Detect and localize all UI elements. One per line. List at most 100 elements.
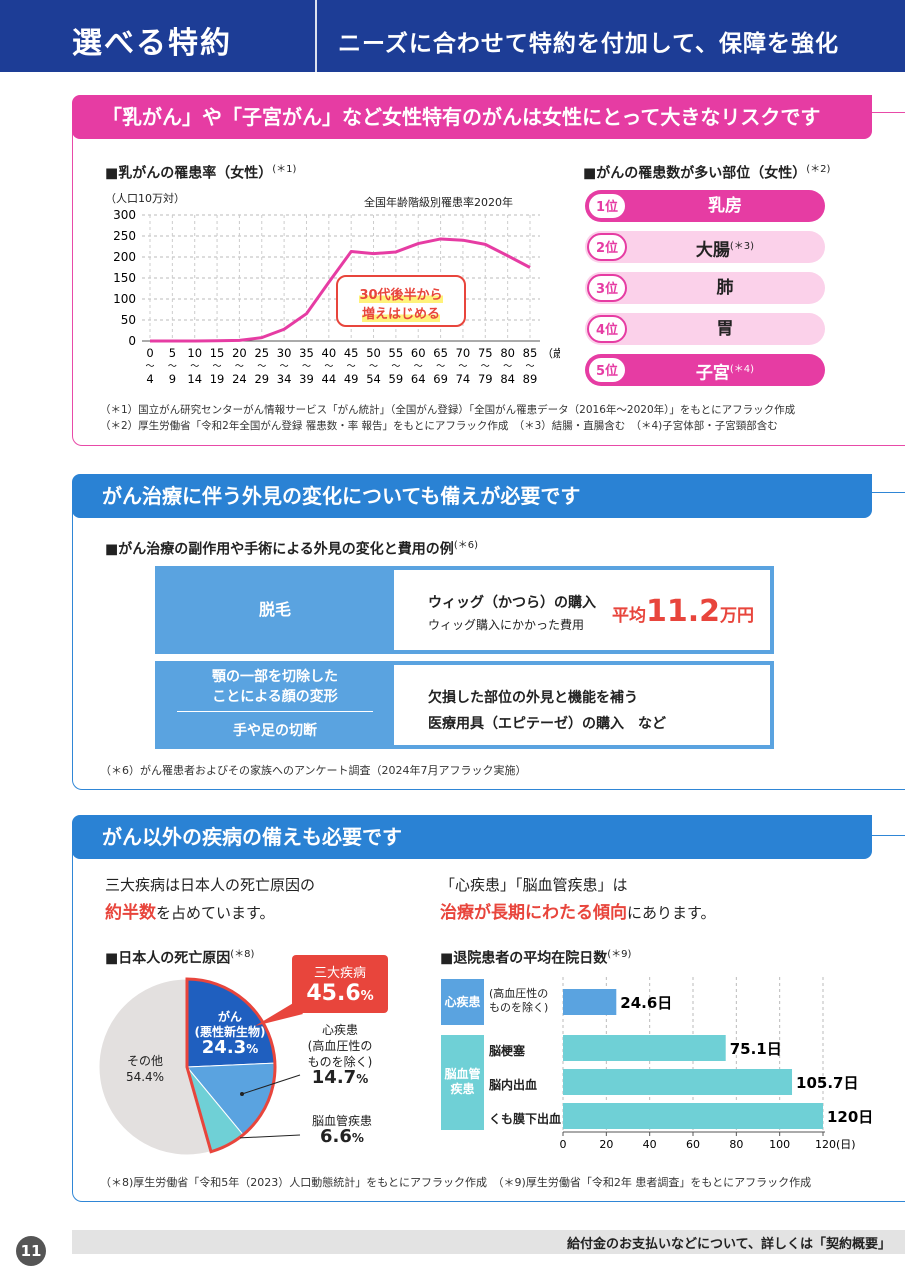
footer-bar (72, 1230, 905, 1254)
hospital-days-bar-chart: 0 20 40 60 80 100 120(日) 24.6日 75.1日 105.7日 120日 (560, 977, 873, 1151)
x-tick-label-end: 54 (366, 372, 381, 386)
left-lead-line2: 約半数を占めています。 (105, 903, 275, 923)
bar (563, 1035, 726, 1061)
rank-item-2: 2位 大腸(＊3) (585, 231, 825, 263)
appearance-subtitle: ■がん治療の副作用や手術による外見の変化と費用の例(＊6) (105, 540, 478, 558)
deformation-cell: 顎の一部を切除した ことによる顔の変形 手や足の切断 (155, 661, 395, 749)
section3-banner: がん以外の疾病の備えも必要です (72, 815, 872, 859)
x-tick-tilde: 〜 (391, 362, 400, 372)
x-tick-tilde: 〜 (347, 362, 356, 372)
group-brain: 脳血管疾患 (441, 1035, 484, 1130)
x-tick-tilde: 〜 (168, 362, 177, 372)
callout-line1: 30代後半から (359, 284, 443, 303)
bar (563, 1103, 823, 1129)
pie-label-cancer: がん (悪性新生物) 24.3% (194, 1010, 266, 1058)
pie-title: ■日本人の死亡原因(＊8) (105, 949, 255, 967)
rank-label: 子宮(＊4) (695, 363, 755, 384)
line-chart-unit: （人口10万対） (105, 192, 185, 205)
x-tick-label-end: 79 (478, 372, 493, 386)
x-tick-tilde: 〜 (190, 362, 199, 372)
line-chart-caption: 全国年齢階級別罹患率2020年 (364, 196, 513, 209)
bar-x-tick-label: 60 (686, 1138, 700, 1151)
callout-value: 45.6% (306, 981, 374, 1006)
x-tick-label-end: 19 (210, 372, 225, 386)
x-tick-tilde: 〜 (145, 362, 154, 372)
x-tick-label: 75 (478, 346, 493, 360)
x-tick-tilde: 〜 (235, 362, 244, 372)
pie-label-brain: 脳血管疾患 6.6% (311, 1114, 372, 1147)
x-tick-tilde: 〜 (369, 362, 378, 372)
x-tick-label: 65 (433, 346, 448, 360)
bar (563, 1069, 793, 1095)
x-tick-tilde: 〜 (257, 362, 266, 372)
page-subtitle: ニーズに合わせて特約を付加して、保障を強化 (338, 31, 840, 57)
bar-x-tick-label: 40 (643, 1138, 657, 1151)
epithesis-cell: 欠損した部位の外見と機能を補う 医療用具（エピテーゼ）の購入 など (390, 661, 774, 749)
epithesis-line1: 欠損した部位の外見と機能を補う (428, 690, 638, 706)
x-tick-label-end: 29 (254, 372, 269, 386)
x-tick-label: 0 (146, 346, 153, 360)
rank-number: 2位 (587, 233, 627, 261)
x-tick-label-end: 4 (146, 372, 153, 386)
x-tick-label-end: 24 (232, 372, 247, 386)
x-tick-tilde: 〜 (436, 362, 445, 372)
section1-note-1: （＊1）国立がん研究センターがん情報サービス「がん統計」（全国がん登録）「全国が… (100, 404, 796, 416)
x-tick-tilde: 〜 (213, 362, 222, 372)
pie-label-heart: 心疾患 (高血圧性の ものを除く) 14.7% (307, 1023, 373, 1088)
x-tick-label-end: 59 (389, 372, 404, 386)
y-tick-label: 0 (128, 334, 136, 348)
y-tick-label: 200 (113, 250, 136, 264)
rank-label: 胃 (716, 319, 734, 339)
bar-label-subarachnoid: くも膜下出血 (489, 1112, 562, 1126)
y-tick-label: 100 (113, 292, 136, 306)
y-tick-label: 250 (113, 229, 136, 243)
bar-title: ■退院患者の平均在院日数(＊9) (440, 949, 632, 967)
section2-banner: がん治療に伴う外見の変化についても備えが必要です (72, 474, 872, 518)
x-tick-label: 30 (277, 346, 292, 360)
hair-loss-cell: 脱毛 (155, 566, 395, 654)
x-tick-label: 60 (411, 346, 426, 360)
x-tick-label: 80 (500, 346, 515, 360)
page-header (0, 0, 905, 72)
page-title: 選べる特約 (72, 26, 232, 61)
bar-x-tick-label: 0 (560, 1138, 567, 1151)
section3-note: （＊8)厚生労働省「令和5年（2023）人口動態統計」をもとにアフラック作成 （… (100, 1176, 812, 1189)
bar-x-tick-label: 20 (599, 1138, 613, 1151)
bar-x-tick-label: 80 (729, 1138, 743, 1151)
rank-item-4: 4位 胃 (585, 313, 825, 345)
x-unit-label: （歳） (542, 347, 560, 360)
x-tick-label: 55 (389, 346, 404, 360)
rank-number: 4位 (587, 315, 627, 343)
rank-label: 大腸(＊3) (695, 240, 755, 261)
x-tick-label: 35 (299, 346, 314, 360)
x-tick-label: 85 (523, 346, 538, 360)
rank-number: 1位 (587, 192, 627, 220)
section1-banner: 「乳がん」や「子宮がん」など女性特有のがんは女性にとって大きなリスクです (72, 95, 872, 139)
amputation-label: 手や足の切断 (233, 723, 317, 739)
x-tick-tilde: 〜 (280, 362, 289, 372)
x-tick-label: 25 (254, 346, 269, 360)
bar-label-heart: (高血圧性の ものを除く) (489, 987, 549, 1014)
x-tick-label: 15 (210, 346, 225, 360)
y-tick-label: 150 (113, 271, 136, 285)
right-lead-line2: 治療が長期にわたる傾向にあります。 (440, 903, 716, 923)
x-tick-label-end: 69 (433, 372, 448, 386)
bar-value-label: 120日 (827, 1108, 873, 1126)
rank-title: ■がんの罹患数が多い部位（女性）(＊2) (583, 164, 831, 182)
bar-x-tick-label: 100 (769, 1138, 790, 1151)
epithesis-line2: 医療用具（エピテーゼ）の購入 など (428, 716, 666, 732)
chart-callout: 30代後半から 増えはじめる (336, 275, 466, 327)
group-heart: 心疾患 (441, 979, 484, 1025)
breast-cancer-line-chart: 0501001502002503000〜45〜910〜1415〜1920〜242… (113, 208, 560, 386)
x-tick-tilde: 〜 (302, 362, 311, 372)
jaw-line1: 顎の一部を切除した (212, 669, 338, 685)
callout-pointer (255, 1002, 303, 1026)
x-tick-label-end: 34 (277, 372, 292, 386)
x-tick-label-end: 89 (523, 372, 538, 386)
rank-item-5: 5位 子宮(＊4) (585, 354, 825, 386)
incidence-line (150, 237, 531, 343)
left-lead-line1: 三大疾病は日本人の死亡原因の (105, 876, 316, 894)
x-tick-label: 5 (169, 346, 176, 360)
pie-slice (98, 978, 212, 1156)
x-tick-label-end: 39 (299, 372, 314, 386)
